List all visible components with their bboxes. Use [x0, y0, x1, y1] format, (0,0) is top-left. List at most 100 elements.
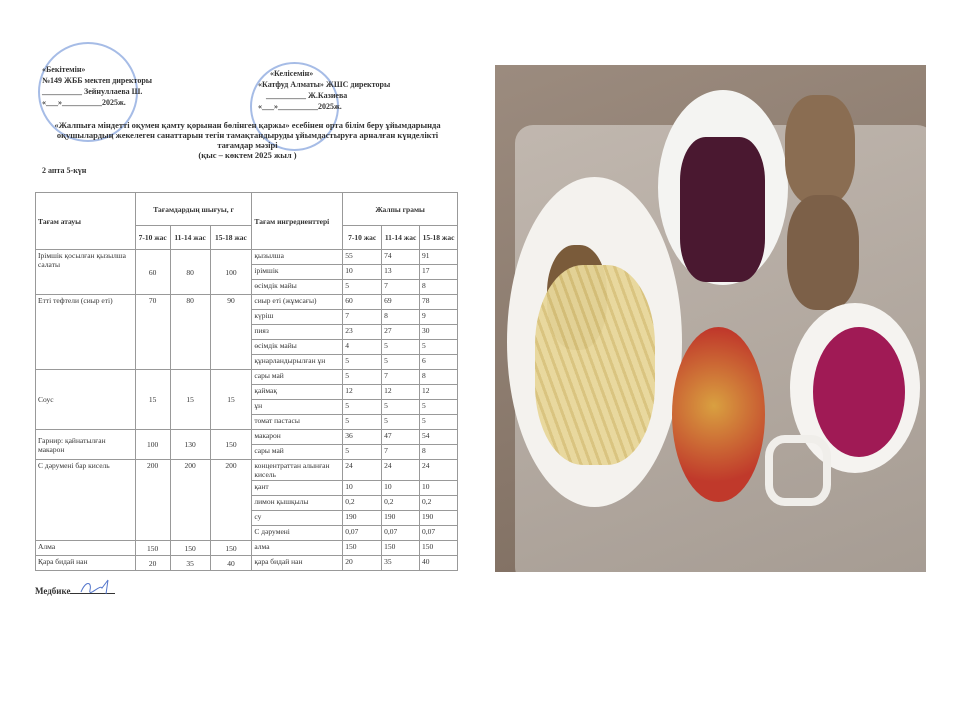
approval-right: «Келісемін» «Катфуд Алматы» ЖШС директор…: [258, 68, 390, 112]
ingredient-gross: 7: [381, 444, 421, 460]
dish-yield: 15: [134, 369, 171, 430]
stamp-left: [38, 42, 138, 142]
ingredient-gross: 5: [381, 399, 421, 415]
dish-yield: 100: [209, 249, 253, 295]
ingredient-gross: 150: [381, 540, 421, 556]
ingredient-gross: 7: [381, 279, 421, 295]
nurse-label: Медбике: [35, 586, 71, 596]
header-age: 11-14 жас: [381, 225, 421, 250]
dish-yield: 20: [134, 555, 171, 571]
ingredient-gross: 20: [342, 555, 383, 571]
dish-yield: 35: [169, 555, 211, 571]
ingredient-gross: 150: [419, 540, 458, 556]
table-row: томат пастасы 5 5 5: [36, 414, 458, 430]
dish-yield: 130: [169, 429, 211, 460]
ingredient-name: қаймақ: [251, 384, 344, 400]
ingredient-name: өсімдік майы: [251, 339, 344, 355]
ingredient-gross: 7: [381, 369, 421, 385]
ingredient-gross: 5: [342, 414, 383, 430]
ingredient-gross: 10: [381, 480, 421, 496]
stamp-right: [250, 62, 339, 151]
table-row: су 190 190 190: [36, 510, 458, 526]
meal-photo: [495, 65, 926, 572]
ingredient-gross: 12: [381, 384, 421, 400]
dish-yield: 150: [209, 429, 253, 460]
ingredient-name: макарон: [251, 429, 344, 445]
ingredient-gross: 4: [342, 339, 383, 355]
dish-yield: 150: [169, 540, 211, 556]
ingredient-gross: 5: [381, 414, 421, 430]
approval-left-title: «Бекітемін»: [42, 65, 86, 74]
ingredient-name: алма: [251, 540, 344, 556]
ingredient-name: С дәрумені: [251, 525, 344, 541]
table-row: Ірімшік қосылған қызылша салаты 60 80 100 қы…: [35, 249, 458, 295]
ingredient-name: құнарландырылған ұн: [251, 354, 344, 370]
table-row: Алма 150 150 150 алма 150 150 150: [35, 540, 458, 556]
dish-yield: 150: [209, 540, 253, 556]
ingredient-gross: 190: [419, 510, 458, 526]
title-line: (қыс – көктем 2025 жыл ): [198, 150, 297, 160]
ingredient-gross: 27: [381, 324, 421, 340]
ingredient-gross: 24: [419, 459, 458, 481]
ingredient-gross: 6: [419, 354, 458, 370]
ingredient-name: концентраттан алынған кисель: [251, 459, 344, 481]
dish-name: С дәрумені бар кисель: [35, 459, 136, 541]
approval-right-title: «Келісемін»: [270, 69, 314, 78]
dish-yield: 150: [134, 540, 171, 556]
dish-yield: 40: [209, 555, 253, 571]
dish-yield: 15: [169, 369, 211, 430]
ingredient-gross: 40: [419, 555, 458, 571]
ingredient-gross: 5: [342, 354, 383, 370]
ingredient-gross: 35: [381, 555, 421, 571]
ingredient-gross: 24: [342, 459, 383, 481]
ingredient-name: сары май: [251, 369, 344, 385]
dish-yield: 70: [134, 294, 171, 370]
header-gross: Жалпы грамы: [342, 192, 458, 226]
ingredient-gross: 91: [419, 249, 458, 265]
title-line: оқушылардың жекелеген санаттарын тегін т…: [56, 130, 439, 140]
ingredient-gross: 0,2: [381, 495, 421, 511]
approval-right-line2: __________ Ж.Казиева: [266, 91, 348, 100]
ingredient-gross: 5: [381, 339, 421, 355]
approval-right-line3: «___»__________2025ж.: [258, 102, 342, 111]
dish-name: Қара бидай нан: [35, 555, 136, 571]
ingredient-name: қара бидай нан: [251, 555, 344, 571]
header-age: 11-14 жас: [169, 225, 211, 250]
ingredient-gross: 23: [342, 324, 383, 340]
ingredient-gross: 74: [381, 249, 421, 265]
ingredient-name: ұн: [251, 399, 344, 415]
table-row: С дәрумені бар кисель 200 200 200 концентрат…: [35, 459, 458, 541]
ingredient-gross: 7: [342, 309, 383, 325]
document-title: «Жалпыға міндетті оқумен қамту қорынан б…: [35, 120, 460, 160]
header-yield: Тағамдардың шығуы, г: [134, 192, 253, 226]
ingredient-gross: 12: [342, 384, 383, 400]
ingredient-name: қант: [251, 480, 344, 496]
dish-name: Гарнир: қайнатылған макарон: [35, 429, 136, 460]
ingredient-name: сиыр еті (жұмсағы): [251, 294, 344, 310]
dish-yield: 80: [169, 294, 211, 370]
ingredient-name: су: [251, 510, 344, 526]
pasta: [535, 265, 655, 465]
dish-name: Етті тефтели (сиыр еті): [35, 294, 136, 370]
ingredient-gross: 55: [342, 249, 383, 265]
ingredient-gross: 5: [381, 354, 421, 370]
table-row: ұн 5 5 5: [36, 399, 458, 415]
dish-yield: 100: [134, 429, 171, 460]
ingredient-gross: 0,2: [419, 495, 458, 511]
ingredient-gross: 5: [419, 414, 458, 430]
title-line: «Жалпыға міндетті оқумен қамту қорынан б…: [54, 120, 441, 130]
ingredient-gross: 54: [419, 429, 458, 445]
ingredient-gross: 24: [381, 459, 421, 481]
header-age: 7-10 жас: [342, 225, 383, 250]
dish-yield: 200: [134, 459, 171, 541]
ingredient-name: пияз: [251, 324, 344, 340]
ingredient-gross: 10: [342, 480, 383, 496]
ingredient-gross: 69: [381, 294, 421, 310]
ingredient-gross: 0,07: [381, 525, 421, 541]
approval-left-line3: «___»__________2025ж.: [42, 98, 126, 107]
dish-yield: 200: [169, 459, 211, 541]
ingredient-gross: 8: [381, 309, 421, 325]
ingredient-gross: 78: [419, 294, 458, 310]
ingredient-gross: 8: [419, 444, 458, 460]
ingredient-gross: 5: [342, 399, 383, 415]
